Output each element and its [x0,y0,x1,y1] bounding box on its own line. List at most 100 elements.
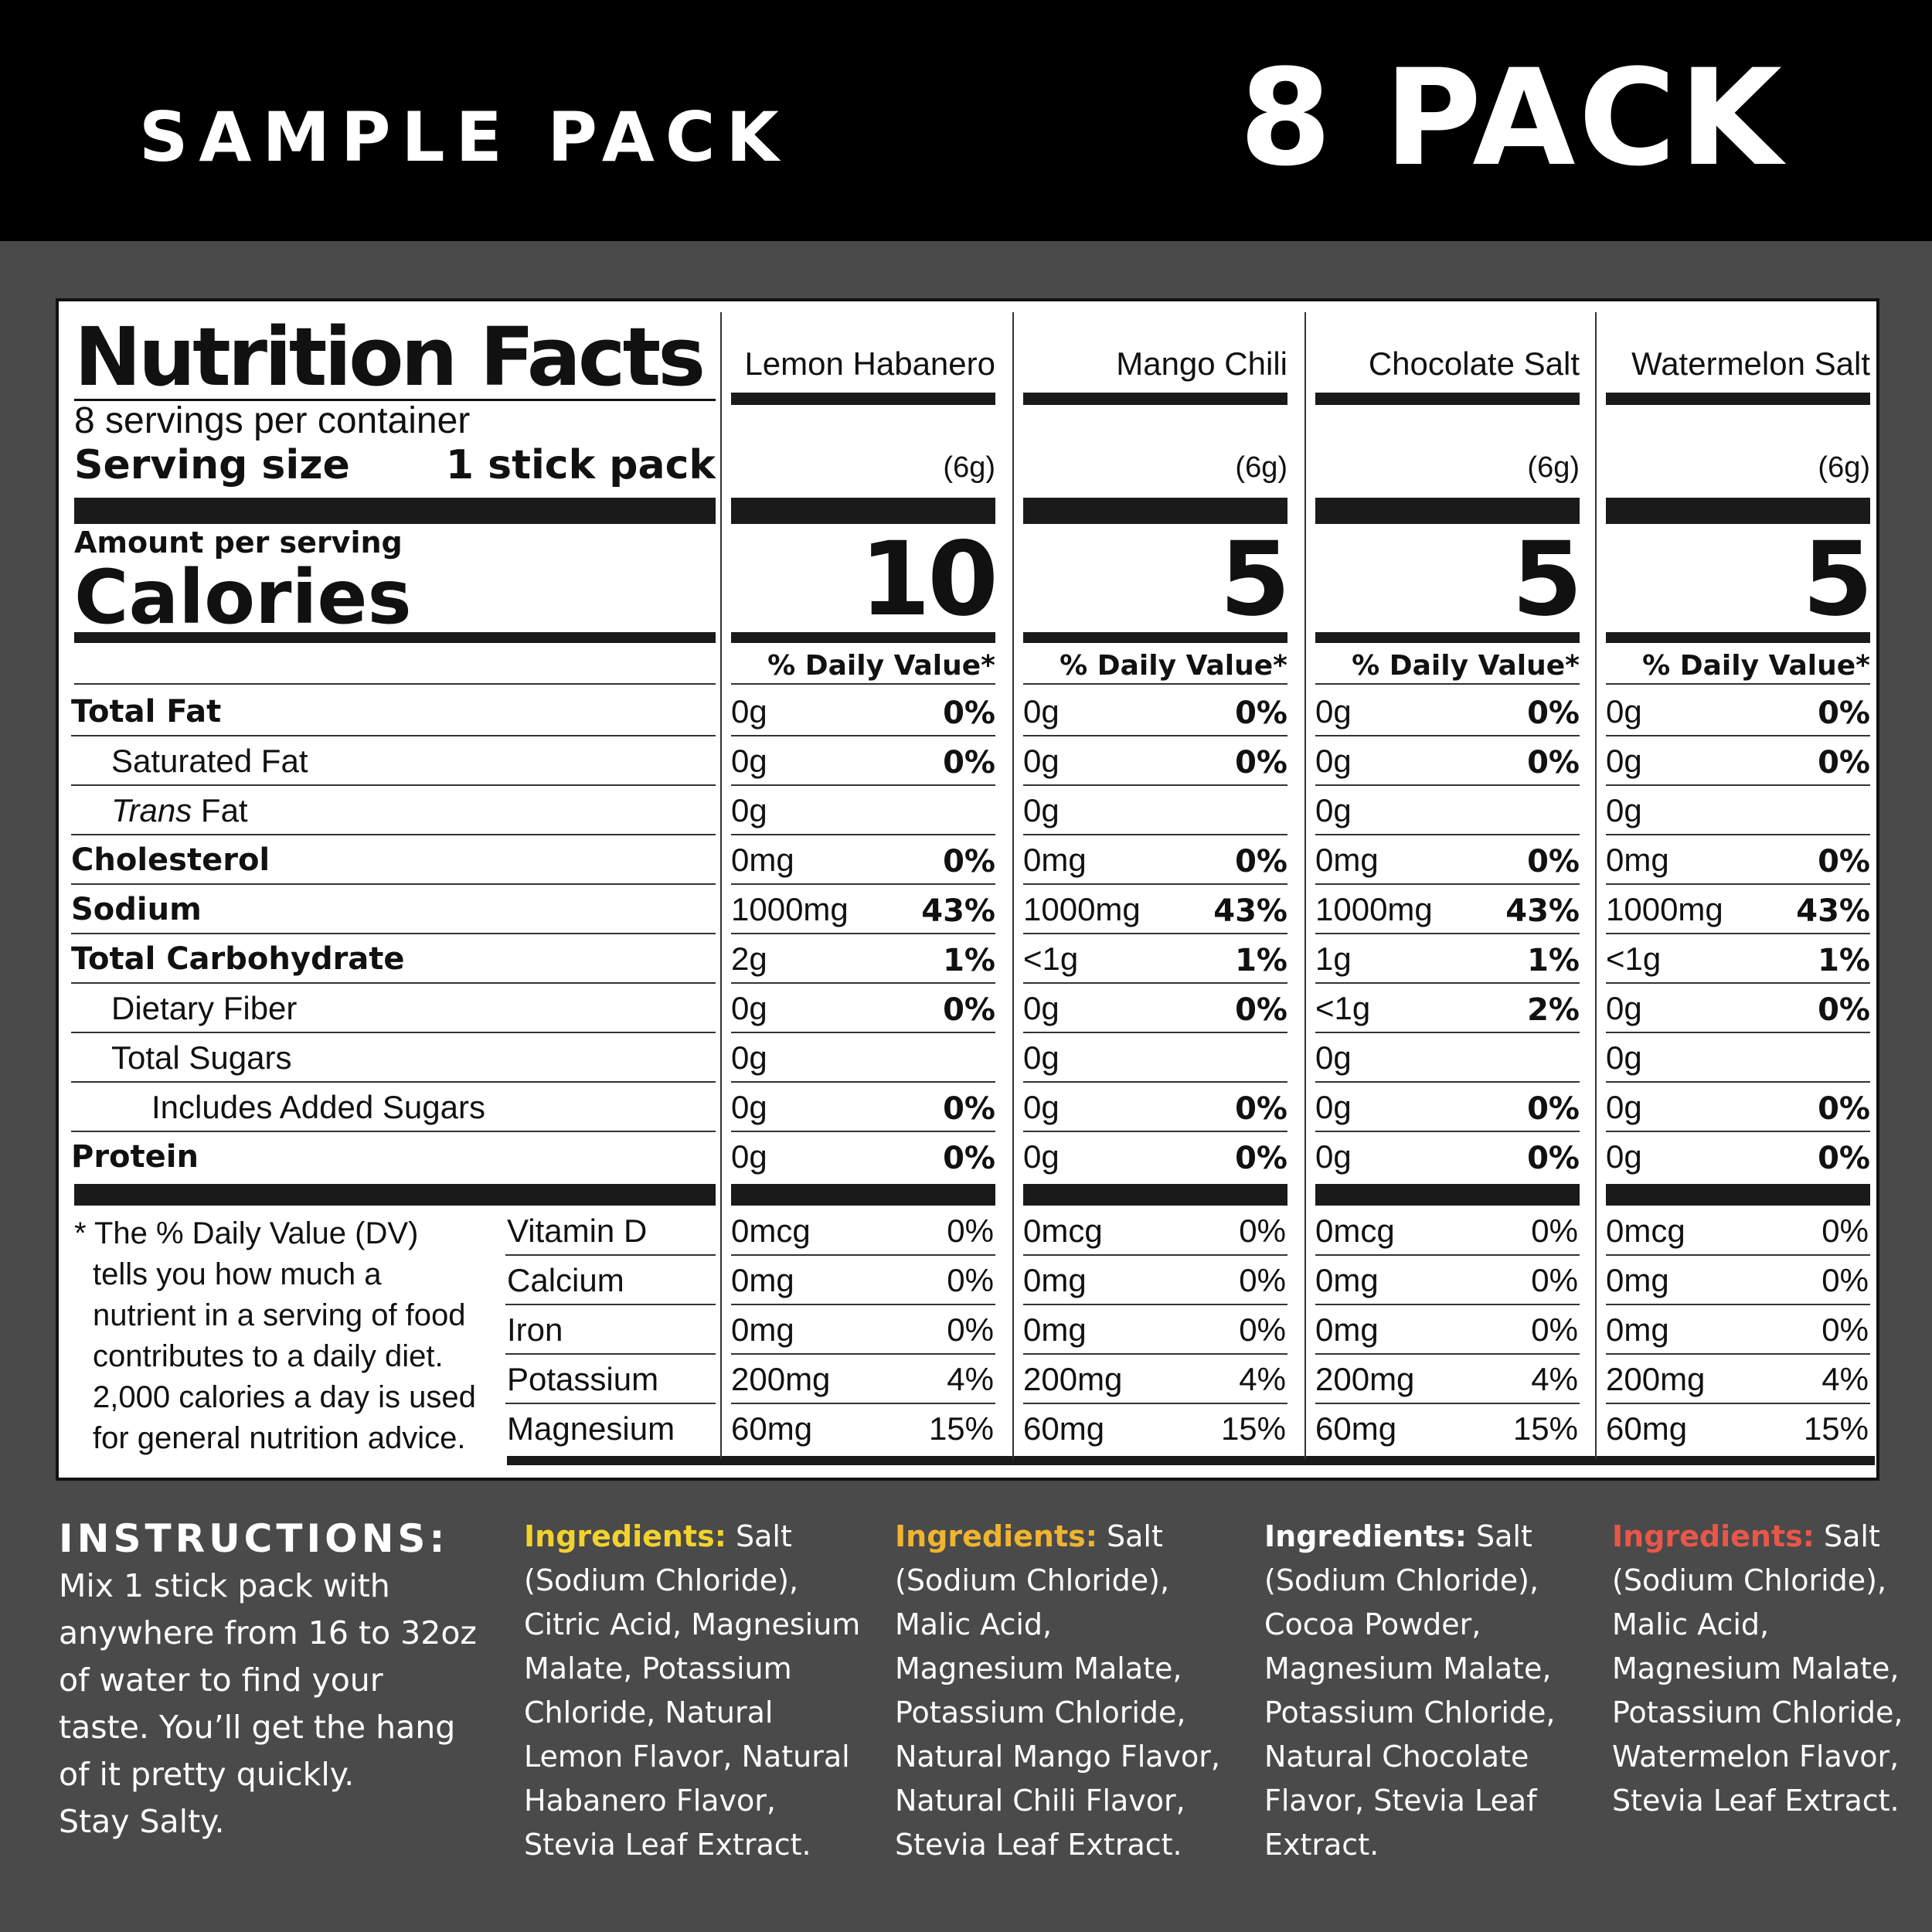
daily-value-header: % Daily Value* [1060,650,1287,682]
flavor-calories: 5 [1512,520,1583,639]
nutrient-label: Dietary Fiber [111,990,298,1026]
nutrient-amount: 2g [731,940,767,977]
cell-divider [1315,784,1580,786]
nutrient-label: Sodium [71,892,202,927]
vitamin-percent: 15% [1803,1410,1869,1447]
nutrient-amount: 0g [1606,792,1642,828]
vitamin-percent: 0% [1531,1213,1578,1249]
flavor-calories-bar [731,632,995,643]
nutrient-amount: 0g [1606,1039,1642,1076]
flavor-bottom-bar [1606,1184,1870,1206]
vitamin-percent: 0% [1239,1311,1286,1348]
nutrient-amount: 0g [731,1039,767,1076]
vitamin-amount: 0mcg [731,1213,811,1249]
instructions-line: of water to find your [59,1662,383,1699]
nutrient-percent: 0% [1527,1141,1580,1176]
ingredients-line: Magnesium Malate, [895,1651,1182,1685]
daily-value-header: % Daily Value* [767,650,995,682]
ingredients-line: (Sodium Chloride), [1264,1563,1539,1597]
pack-count-title: 8 PACK [1239,40,1785,196]
nutrient-amount: 1000mg [731,891,849,927]
vitamin-label: Vitamin D [507,1213,648,1249]
row-divider [71,1081,716,1083]
vitamin-amount: 0mcg [1606,1213,1685,1249]
nutrient-percent: 0% [1235,992,1287,1028]
nutrient-amount: 0g [1315,743,1352,779]
vitamin-cell-divider [1023,1353,1287,1355]
title-divider [74,399,716,401]
cell-divider [1606,1131,1870,1132]
vitamin-divider [505,1254,716,1256]
nutrient-amount: 0g [731,1089,767,1125]
cell-divider [731,1131,995,1132]
nutrient-percent: 43% [1505,893,1580,929]
nutrient-amount: 0g [1023,1039,1060,1076]
cell-divider [731,735,995,736]
ingredients-line: Lemon Flavor, Natural [524,1740,850,1774]
dv-divider [1315,683,1580,685]
dv-divider [1023,683,1287,685]
flavor-calories-bar [1606,632,1870,643]
ingredients-block: Ingredients: Salt (Sodium Chloride), Malic… [895,1515,1220,1867]
vitamin-percent: 15% [1512,1410,1578,1447]
flavor-serving: (6g) [1818,451,1870,484]
vitamin-amount: 0mg [1023,1262,1087,1298]
instructions-line: taste. You’ll get the hang [59,1709,456,1746]
flavor-thick-bar [1023,498,1287,524]
ingredients-label: Ingredients: [1612,1519,1815,1553]
trans-suffix: Fat [192,792,248,828]
vitamin-divider [505,1403,716,1404]
column-separator [720,312,722,1459]
flavor-name-bar [731,393,995,405]
nutrient-label: Total Carbohydrate [71,941,405,977]
vitamin-percent: 0% [1239,1262,1286,1298]
cell-divider [731,933,995,934]
nutrient-amount: 1000mg [1023,891,1141,927]
nutrient-percent: 1% [1235,943,1287,978]
vitamin-percent: 0% [1821,1262,1869,1298]
vitamin-amount: 0mg [1606,1311,1669,1348]
nutrient-amount: 0mg [1606,842,1669,878]
flavor-thick-bar [1606,498,1870,524]
flavor-name-bar [1606,393,1870,405]
ingredients-text: Salt [1466,1519,1532,1553]
vitamin-cell-divider [731,1403,995,1404]
instructions: INSTRUCTIONS: Mix 1 stick pack with anywh… [59,1515,507,1845]
cell-divider [1023,1032,1287,1033]
nutrient-percent: 0% [1235,696,1287,731]
vitamin-percent: 0% [1821,1213,1869,1249]
vitamin-label: Iron [507,1311,563,1348]
cell-divider [1315,1131,1580,1132]
vitamin-label: Calcium [507,1262,624,1298]
vitamin-amount: 0mg [731,1262,794,1298]
nutrient-percent: 1% [943,943,995,978]
nutrient-percent: 0% [1818,992,1870,1028]
thick-divider [74,498,716,524]
nutrient-percent: 43% [1796,893,1870,929]
ingredients-line: Natural Mango Flavor, [895,1740,1220,1774]
ingredients-line: Potassium Chloride, [1264,1696,1556,1730]
cell-divider [1023,1081,1287,1083]
nutrient-amount: 0mg [1315,842,1379,878]
vitamin-cell-divider [731,1254,995,1256]
vitamin-percent: 15% [1220,1410,1286,1447]
nutrient-percent: 0% [1235,844,1287,879]
cell-divider [1606,982,1870,984]
flavor-name: Chocolate Salt [1368,345,1580,382]
ingredients-first-line: Ingredients: Salt [1612,1515,1903,1559]
ingredients-line: Stevia Leaf Extract. [524,1828,811,1862]
ingredients-label: Ingredients: [524,1519,726,1553]
vitamin-percent: 4% [947,1361,994,1397]
vitamin-percent: 15% [928,1410,994,1447]
cell-divider [1023,735,1287,736]
ingredients-line: Watermelon Flavor, [1612,1740,1900,1774]
nutrient-percent: 0% [1527,844,1580,879]
nutrient-amount: 0g [731,693,767,730]
ingredients-text: Salt [726,1519,792,1553]
cell-divider [1606,735,1870,736]
row-divider [71,883,716,885]
flavor-name: Watermelon Salt [1631,345,1870,382]
nutrient-label: Includes Added Sugars [151,1089,485,1125]
cell-divider [1606,1032,1870,1033]
nutrient-amount: 1000mg [1315,891,1433,927]
